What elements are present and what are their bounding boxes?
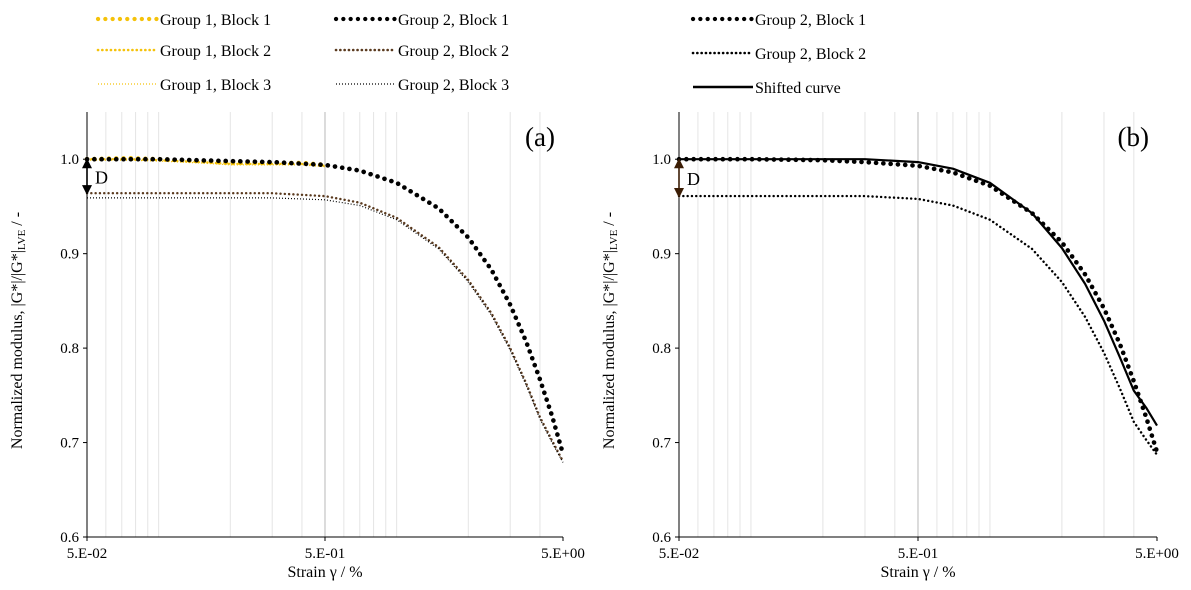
series-line-2	[677, 194, 1159, 456]
annotation-arrowhead-up	[82, 158, 92, 169]
x-tick-label: 5.E-02	[67, 546, 107, 562]
panel-label: (a)	[525, 122, 555, 152]
series-line-3	[679, 158, 1158, 427]
y-tick-label: 0.8	[60, 341, 79, 357]
y-tick-label: 0.6	[60, 530, 79, 546]
legend-label: Group 2, Block 1	[755, 12, 866, 29]
y-axis-label-main: Normalized modulus, |G*|/|G*|	[9, 250, 26, 449]
legend-label: Group 1, Block 2	[160, 43, 271, 60]
legend-label: Group 2, Block 2	[755, 46, 866, 63]
y-axis-label-suffix: / -	[601, 212, 618, 230]
y-tick-label: 1.0	[60, 152, 79, 168]
y-tick-label: 0.8	[652, 341, 671, 357]
legend-label: Group 2, Block 1	[398, 12, 509, 29]
annotation-arrowhead-down	[82, 185, 92, 196]
legend-label: Group 2, Block 2	[398, 43, 509, 60]
x-tick-label: 5.E-01	[898, 546, 938, 562]
y-tick-label: 0.9	[60, 247, 79, 263]
annotation-label: D	[687, 169, 700, 189]
series-line-5	[85, 191, 565, 463]
y-tick-label: 0.7	[652, 436, 671, 452]
annotation-arrowhead-up	[674, 158, 684, 169]
legend-label: Group 1, Block 3	[160, 77, 271, 94]
legend-label: Shifted curve	[755, 80, 841, 97]
chart-panel-b: 0.6 0.7 0.8 0.9 1.0 5.E-02 5.E-01 5.E+00 Strain …	[601, 12, 1179, 581]
y-tick-label: 0.9	[652, 247, 671, 263]
x-axis-label: Strain γ / %	[880, 564, 955, 581]
y-tick-label: 1.0	[652, 152, 671, 168]
x-tick-label: 5.E+00	[1135, 546, 1179, 562]
annotation-arrowhead-down	[674, 188, 684, 198]
series-line-4	[84, 156, 566, 457]
y-axis-label: Normalized modulus, |G*|/|G*|LVE / -	[601, 212, 620, 449]
legend-label: Group 1, Block 1	[160, 12, 271, 29]
legend-label: Group 2, Block 3	[398, 77, 509, 94]
y-axis-label-subscript: LVE	[608, 229, 620, 250]
x-axis-label: Strain γ / %	[287, 564, 362, 581]
y-tick-label: 0.6	[652, 530, 671, 546]
y-axis-label-subscript: LVE	[16, 229, 28, 250]
y-axis-label: Normalized modulus, |G*|/|G*|LVE / -	[9, 212, 28, 449]
y-axis-label-main: Normalized modulus, |G*|/|G*|	[601, 250, 618, 449]
series-line-6	[87, 197, 564, 463]
x-tick-label: 5.E-01	[305, 546, 345, 562]
x-tick-label: 5.E+00	[541, 546, 585, 562]
panel-label: (b)	[1118, 122, 1149, 152]
y-axis-label-suffix: / -	[9, 212, 26, 230]
annotation-label: D	[95, 168, 108, 188]
y-tick-label: 0.7	[60, 436, 79, 452]
chart-panel-a: 0.6 0.7 0.8 0.9 1.0 5.E-02 5.E-01 5.E+00 Strain …	[9, 12, 585, 581]
x-tick-label: 5.E-02	[659, 546, 699, 562]
